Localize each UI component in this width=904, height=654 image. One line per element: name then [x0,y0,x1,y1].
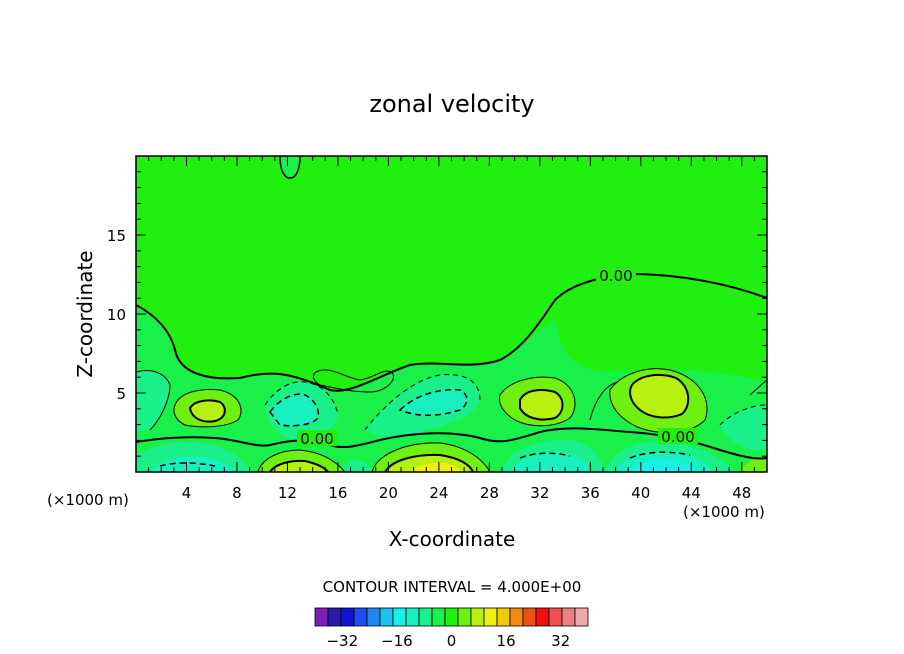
contour-line-dashed-4 [364,374,481,431]
y-tick-label: 10 [107,306,126,324]
contour-band-negative-6 [720,405,767,451]
contour-line-thin-4 [609,368,708,433]
contour-band-bottom-neg-3b [512,451,590,472]
contour-band-negative-5 [400,389,467,416]
contour-band-bottom-neg-1b [150,456,236,472]
colorbar-tick-label: 16 [497,632,516,650]
colorbar-swatch [366,607,381,627]
contour-label-3: 0.00 [661,428,694,446]
x-axis-ticks: 4 8 12 16 20 24 28 32 36 40 44 48 [148,156,755,502]
contour-band-positive-6 [630,374,689,418]
chart-title: zonal velocity [369,90,534,118]
x-unit-right: (×1000 m) [683,503,765,521]
colorbar-swatch [483,607,498,627]
colorbar-ticks: −32 −16 0 16 32 [326,632,570,650]
y-tick-label: 5 [116,385,126,403]
contour-line-zero-top [279,156,301,179]
x-tick-label: 16 [328,484,347,502]
contour-line-thin-3 [499,376,576,427]
x-tick-label: 28 [480,484,499,502]
x-tick-label: 24 [429,484,448,502]
contour-band-negative-4 [270,394,319,426]
contour-label-1: 0.00 [599,267,632,285]
contour-line-thick-5 [384,453,474,472]
contour-line-dashed-6 [519,452,571,459]
colorbar-swatch [522,607,537,627]
contour-line-dashed-7 [159,462,216,467]
contour-interval-text: CONTOUR INTERVAL = 4.000E+00 [323,578,582,596]
contour-line-thin-1 [136,370,171,431]
contour-label-bg [297,430,337,446]
colorbar-swatch [535,607,550,627]
colorbar-tick-label: −16 [381,632,413,650]
contour-label-bg [596,267,636,283]
x-tick-label: 48 [732,484,751,502]
x-tick-label: 36 [581,484,600,502]
colorbar-tick-label: −32 [326,632,358,650]
colorbar-swatch [496,607,511,627]
colorbar-swatch [314,607,329,627]
colorbar-tick-label: 32 [551,632,570,650]
contour-line-thin-2 [173,389,242,428]
contour-line-dashed-5 [629,451,691,459]
colorbar-swatch [340,607,355,627]
colorbar-swatch [379,607,394,627]
contour-fill-group [136,156,767,472]
colorbar-swatch [405,607,420,627]
colorbar-swatch [548,607,563,627]
colorbar-tick-label: 0 [447,632,457,650]
contour-line-thick-1 [188,399,226,423]
colorbar-swatch [327,607,342,627]
contour-band-bottom-neg-4c [630,459,697,472]
y-axis-ticks: 5 10 15 [107,171,767,457]
contour-line-dashed-8 [719,404,767,426]
x-tick-label: 32 [530,484,549,502]
contour-line-thin-5 [257,449,346,472]
colorbar-swatch [509,607,524,627]
contour-line-thick-4 [269,459,329,472]
contour-band-bottom-pos-2c [410,462,461,472]
x-tick-label: 40 [631,484,650,502]
colorbar-swatch [561,607,576,627]
colorbar-swatch [418,607,433,627]
contour-line-thick-3 [629,373,690,419]
contour-line-dashed-2 [264,381,339,416]
colorbar-swatch [353,607,368,627]
contour-line-thin-8 [589,381,619,421]
contour-band-positive-upper [555,274,767,380]
contour-band-positive-4 [520,390,563,420]
contour-label-2: 0.00 [300,430,333,448]
x-tick-label: 4 [182,484,192,502]
contour-band-bottom-right [740,458,767,472]
contour-band-negative-1 [136,370,170,432]
contour-line-thin-9 [749,379,767,396]
colorbar [314,607,589,627]
x-unit-left: (×1000 m) [47,491,129,509]
contour-band-bottom-neg-2 [340,460,372,472]
y-axis-label: Z-coordinate [73,250,97,377]
contour-label-bg [658,428,698,444]
colorbar-swatch [431,607,446,627]
contour-line-thin-6 [371,442,491,472]
contour-line-dashed-3 [398,388,468,416]
contour-band-positive-2 [190,400,225,422]
x-tick-label: 8 [232,484,242,502]
x-tick-label: 44 [682,484,701,502]
contour-line-thin-7 [312,369,394,393]
x-tick-label: 20 [379,484,398,502]
colorbar-swatch [457,607,472,627]
contour-line-dashed-1 [269,393,320,427]
colorbar-swatch [470,607,485,627]
contour-label-group: 0.00 0.00 0.00 [297,267,698,448]
x-axis-label: X-coordinate [389,527,516,551]
y-tick-label: 15 [107,227,126,245]
colorbar-swatch [574,607,589,627]
colorbar-swatch [444,607,459,627]
x-tick-label: 12 [278,484,297,502]
contour-line-thick-2 [519,389,564,421]
colorbar-swatch [392,607,407,627]
contour-band-top-lobe [280,156,300,178]
